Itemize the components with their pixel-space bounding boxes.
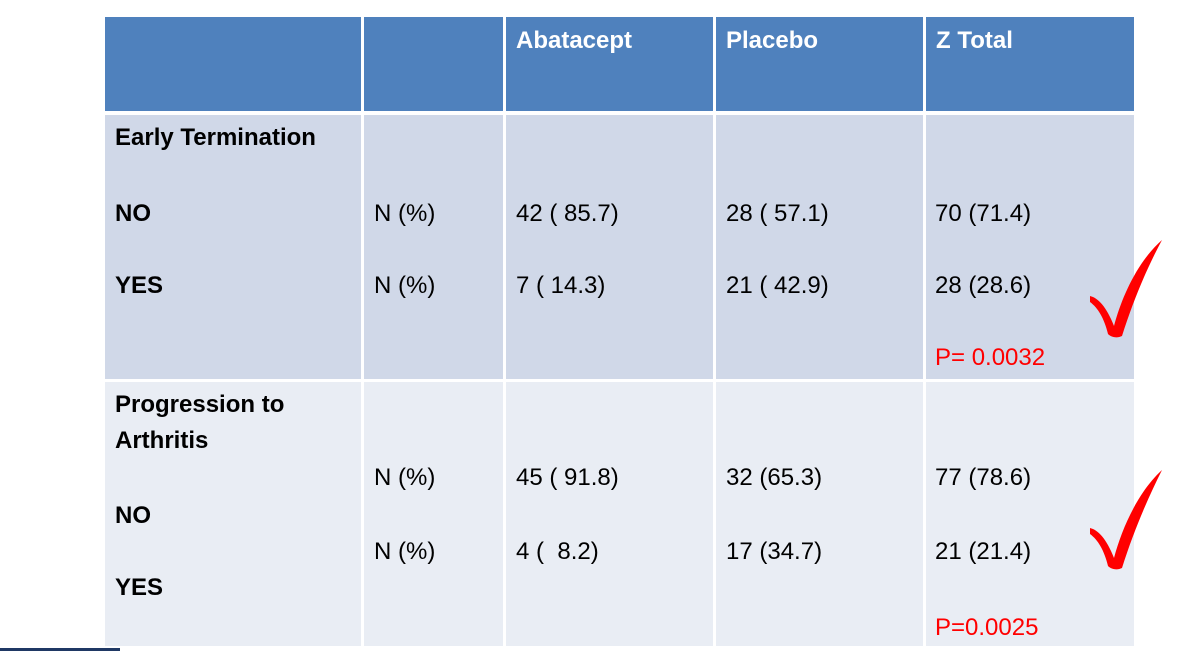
section2-row1-abatacept: 45 ( 91.8) [516, 464, 619, 491]
section1-stat-cell [364, 115, 503, 379]
slide-footer-line [0, 648, 120, 651]
red-checkmark-icon [1090, 240, 1162, 338]
section1-row2-total: 28 (28.6) [935, 272, 1032, 299]
header-cell-stat [364, 17, 503, 111]
section2-row2-abatacept: 4 ( 8.2) [516, 538, 599, 565]
section2-title-line1: Progression to [115, 391, 285, 418]
header-cell-total: Z Total [926, 17, 1134, 111]
section1-row1-stat: N (%) [374, 200, 436, 227]
section1-abatacept-cell [506, 115, 713, 379]
red-checkmark-icon [1090, 470, 1162, 570]
header-cell-label [105, 17, 361, 111]
section1-row1-total: 70 (71.4) [935, 200, 1032, 227]
section2-row1-placebo: 32 (65.3) [726, 464, 823, 491]
header-cell-abatacept: Abatacept [506, 17, 713, 111]
results-table: Abatacept Placebo Z Total Early Terminat… [105, 17, 1134, 646]
section1-row2-abatacept: 7 ( 14.3) [516, 272, 606, 299]
section2-row1-stat: N (%) [374, 464, 436, 491]
section2-row2-total: 21 (21.4) [935, 538, 1032, 565]
header-abatacept-text: Abatacept [516, 27, 633, 54]
section1-p-value: P= 0.0032 [935, 344, 1046, 371]
section2-row2-label: YES [115, 574, 164, 601]
section1-row1-label: NO [115, 200, 151, 227]
section2-title-line2: Arthritis [115, 427, 209, 454]
header-placebo-text: Placebo [726, 27, 819, 54]
section2-row2-placebo: 17 (34.7) [726, 538, 823, 565]
header-cell-placebo: Placebo [716, 17, 923, 111]
section1-row2-label: YES [115, 272, 164, 299]
section2-placebo-cell [716, 382, 923, 646]
header-total-text: Z Total [936, 27, 1013, 54]
section2-row2-stat: N (%) [374, 538, 436, 565]
section2-total-cell [926, 382, 1134, 646]
section1-row1-abatacept: 42 ( 85.7) [516, 200, 619, 227]
section2-p-value: P=0.0025 [935, 614, 1039, 641]
section1-placebo-cell [716, 115, 923, 379]
section1-row1-placebo: 28 ( 57.1) [726, 200, 829, 227]
section1-label-cell [105, 115, 361, 379]
section1-total-cell [926, 115, 1134, 379]
section2-row1-total: 77 (78.6) [935, 464, 1032, 491]
section1-title: Early Termination [115, 124, 316, 151]
section1-row2-stat: N (%) [374, 272, 436, 299]
section2-row1-label: NO [115, 502, 151, 529]
section2-stat-cell [364, 382, 503, 646]
section1-row2-placebo: 21 ( 42.9) [726, 272, 829, 299]
section2-label-cell [105, 382, 361, 646]
section2-abatacept-cell [506, 382, 713, 646]
